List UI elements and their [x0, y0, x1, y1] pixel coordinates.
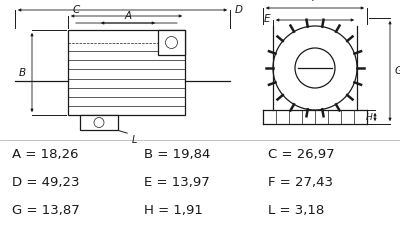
Bar	[80, 115, 118, 130]
Text: L = 3,18: L = 3,18	[268, 204, 324, 217]
Text: B: B	[18, 67, 26, 77]
Text: G: G	[395, 66, 400, 76]
Text: A: A	[124, 11, 132, 21]
Bar	[68, 30, 185, 115]
Text: H = 1,91: H = 1,91	[144, 204, 203, 217]
Text: C: C	[73, 5, 80, 15]
Text: A = 18,26: A = 18,26	[12, 148, 78, 161]
Text: F = 27,43: F = 27,43	[268, 176, 333, 189]
Text: G = 13,87: G = 13,87	[12, 204, 80, 217]
Text: B = 19,84: B = 19,84	[144, 148, 210, 161]
Text: H: H	[366, 113, 373, 122]
Text: E: E	[264, 14, 270, 24]
Text: L: L	[132, 135, 137, 145]
Text: D: D	[235, 5, 243, 15]
Text: C = 26,97: C = 26,97	[268, 148, 335, 161]
Text: F: F	[312, 0, 318, 3]
Text: D = 49,23: D = 49,23	[12, 176, 80, 189]
Bar	[158, 30, 185, 55]
Text: E = 13,97: E = 13,97	[144, 176, 210, 189]
